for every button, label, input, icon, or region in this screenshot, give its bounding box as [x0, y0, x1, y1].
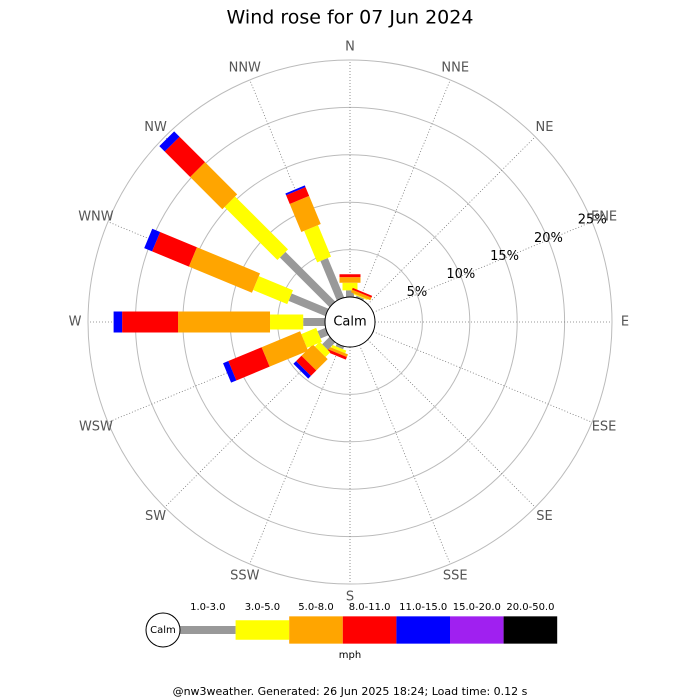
direction-axis [367, 136, 536, 305]
legend-swatch [450, 616, 504, 644]
legend-label: 11.0-15.0 [399, 602, 447, 613]
direction-axis [372, 221, 593, 313]
bar-segment [303, 318, 325, 326]
bar-segment [286, 187, 310, 204]
direction-label: W [69, 315, 82, 330]
legend: 1.0-3.0 3.0-5.0 5.0-8.0 8.0-11.0 11.0-15.0 15… [180, 602, 558, 644]
direction-axis [359, 344, 451, 565]
direction-label: WNW [78, 209, 114, 224]
grid: 5% 10% 15% 20% 25% N NNE NE ENE E ESE SE SSE S SSW SW WS… [69, 40, 630, 605]
bar-segment [159, 131, 180, 152]
legend-swatch [503, 616, 558, 644]
direction-label: SE [536, 509, 552, 524]
bar-segment [144, 228, 161, 252]
bar-segment [289, 195, 321, 232]
bar-segment [339, 274, 361, 278]
bar-segment [253, 276, 293, 305]
bar-segment [314, 341, 331, 358]
bar-segment [317, 327, 329, 339]
direction-axis [367, 339, 536, 508]
legend-calm-label: Calm [150, 625, 176, 636]
legend-calm-circle [145, 612, 181, 648]
legend-label: 8.0-11.0 [349, 602, 391, 613]
legend-swatch [180, 626, 236, 634]
calm-circle [324, 296, 376, 348]
bar-segment [296, 355, 317, 376]
legend-swatch [289, 616, 343, 644]
direction-label: NNW [229, 60, 261, 75]
bar-segment [152, 231, 197, 267]
direction-label: NW [144, 120, 167, 135]
bar-segment [331, 344, 347, 354]
bar-segment [339, 277, 361, 283]
direction-label: ENE [591, 209, 617, 224]
legend-label: 1.0-3.0 [190, 602, 225, 613]
bar-segment [224, 196, 289, 261]
bar-segment [355, 295, 364, 301]
bar-segment [320, 257, 345, 301]
unit-label: mph [339, 650, 361, 661]
legend-label: 20.0-50.0 [506, 602, 554, 613]
legend-label: 3.0-5.0 [245, 602, 280, 613]
bar-segment [223, 361, 237, 383]
legend-label: 15.0-20.0 [453, 602, 501, 613]
bar-segment [327, 346, 348, 357]
legend-label: 5.0-8.0 [298, 602, 333, 613]
direction-label: ESE [592, 420, 617, 435]
bar-segment [352, 287, 373, 298]
bar-segment [261, 331, 309, 367]
bar-segment [270, 314, 304, 330]
bar-segment [228, 347, 270, 381]
bar-segment [288, 293, 329, 317]
legend-swatch [342, 616, 397, 644]
bar-segment [293, 361, 311, 379]
bar-segment [322, 336, 336, 350]
bar-segment [188, 247, 260, 293]
direction-axis [249, 344, 341, 565]
bar-segment [113, 311, 123, 333]
direction-label: WSW [79, 420, 113, 435]
legend-swatch [396, 616, 450, 644]
bar-segment [178, 311, 271, 333]
bar-segment [326, 348, 347, 360]
legend-swatch [235, 620, 290, 640]
ring [87, 59, 613, 585]
bar-segment [279, 251, 336, 308]
direction-axis [372, 331, 593, 423]
ring-label: 25% [578, 213, 607, 228]
ring-label: 10% [446, 267, 475, 282]
bar-segment [301, 344, 328, 371]
bar-segment [301, 327, 322, 348]
direction-axis [359, 79, 451, 300]
direction-label: SSW [230, 569, 260, 584]
ring-label: 5% [407, 285, 428, 300]
direction-label: N [345, 40, 355, 55]
direction-label: S [346, 590, 354, 605]
footer: @nw3weather. Generated: 26 Jun 2025 18:2… [173, 685, 528, 698]
direction-label: NNE [441, 60, 469, 75]
bar-segment [353, 293, 368, 301]
bar-segment [350, 289, 372, 301]
ring-label: 15% [490, 249, 519, 264]
bar-segment [285, 185, 306, 196]
bar-segment [190, 162, 238, 210]
direction-label: SW [145, 509, 166, 524]
bars [113, 131, 378, 383]
direction-label: NE [535, 120, 553, 135]
direction-label: E [621, 315, 629, 330]
bar-segment [304, 225, 332, 263]
bar-segment [164, 136, 206, 178]
calm-label: Calm [333, 315, 366, 330]
chart-title: Wind rose for 07 Jun 2024 [227, 7, 474, 29]
bar-segment [335, 343, 345, 350]
ring-label: 20% [534, 231, 563, 246]
bar-segment [122, 311, 179, 333]
direction-label: SSE [443, 569, 468, 584]
